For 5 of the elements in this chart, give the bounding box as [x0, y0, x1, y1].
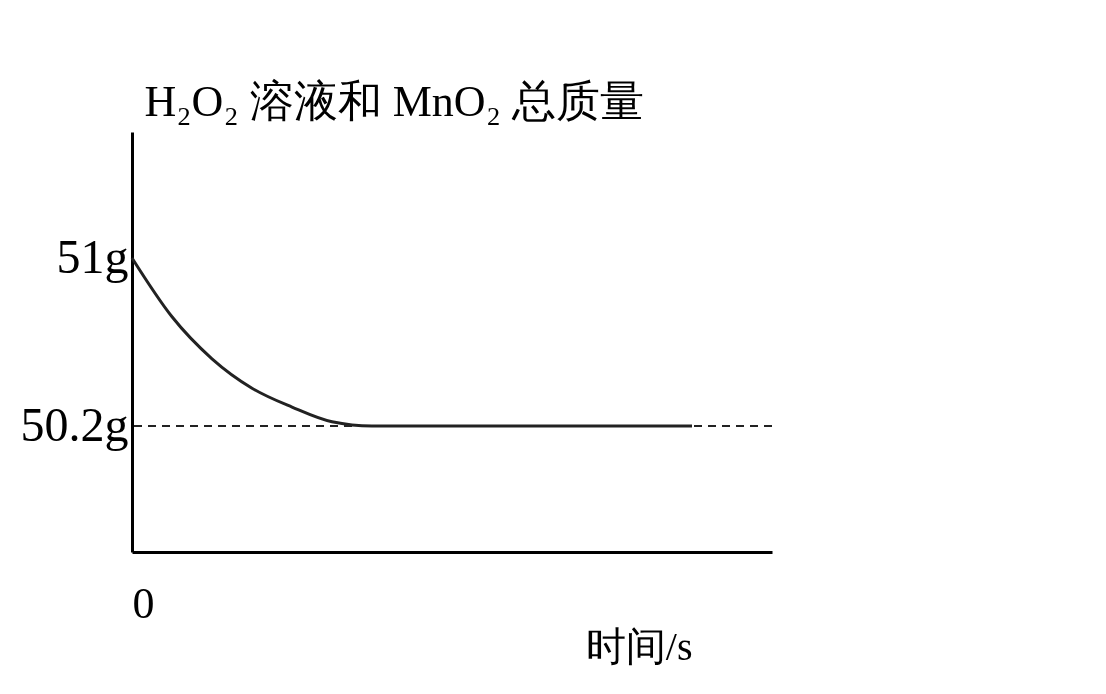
y-axis-title: H₂O₂ 溶液和 MnO₂ 总质量 — [144, 76, 644, 126]
y-tick-label: 50.2g — [20, 397, 129, 451]
x-tick-label: 0 — [132, 578, 155, 628]
y-tick-label: 51g — [56, 229, 129, 283]
x-axis-title: 时间/s — [585, 623, 693, 669]
